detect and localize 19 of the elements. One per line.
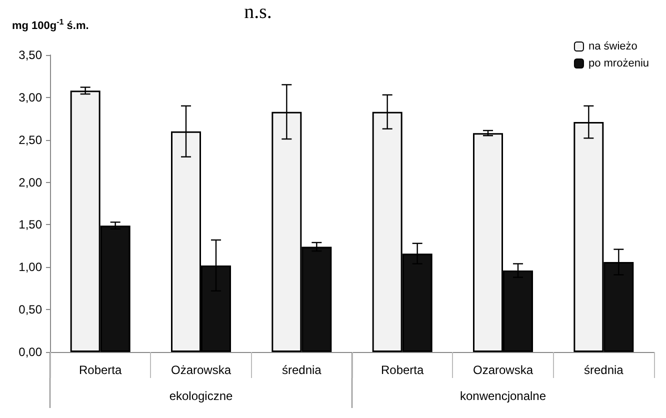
text: konwencjonalne <box>460 389 546 403</box>
x-tick-label: średnia <box>282 363 322 377</box>
y-tick-label: 1,50 <box>18 218 42 232</box>
legend-label: po mrożeniu <box>588 58 650 70</box>
x-tick-label: Roberta <box>78 363 122 377</box>
text: ekologiczne <box>169 389 234 403</box>
y-tick-label: 1,00 <box>18 260 42 274</box>
x-tick-label: Roberta <box>380 363 424 377</box>
x-tick-label: Ozarowska <box>472 363 534 377</box>
y-tick-label: 2,50 <box>18 132 42 147</box>
legend-label: na świeżo <box>588 40 638 52</box>
y-tick-label: 3,00 <box>18 90 42 104</box>
x-tick-label: Ożarowska <box>170 363 232 377</box>
text: n.s. <box>244 1 272 23</box>
y-tick-label: 0,50 <box>18 302 42 317</box>
y-tick-label: 0,00 <box>18 345 42 359</box>
y-tick-label: 3,50 <box>18 48 42 62</box>
x-tick-label: średnia <box>584 363 624 377</box>
y-tick-label: 2,00 <box>18 175 42 190</box>
